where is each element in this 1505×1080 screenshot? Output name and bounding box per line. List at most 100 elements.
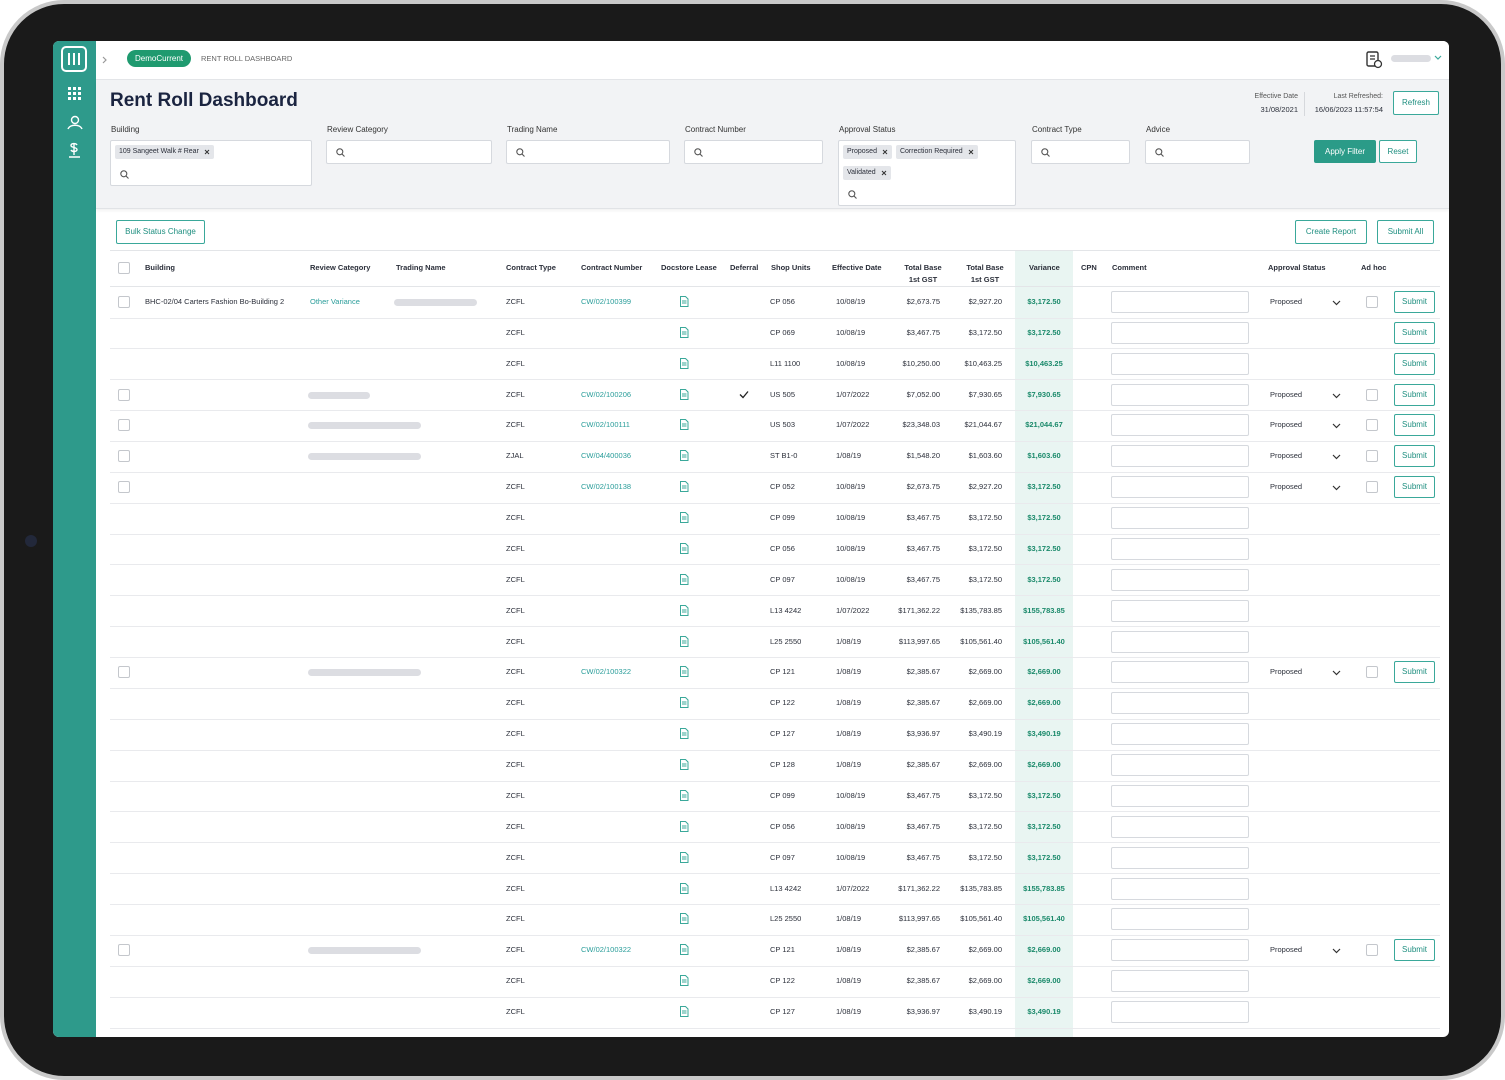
comment-input[interactable] [1111,383,1249,406]
status-chevron[interactable] [1332,392,1341,398]
contract-number[interactable]: CW/02/100138 [581,482,632,492]
status-chevron[interactable] [1332,484,1341,491]
row-checkbox[interactable] [118,481,130,494]
docstore-icon[interactable] [679,388,689,400]
comment-input[interactable] [1111,1001,1249,1023]
adhoc-checkbox[interactable] [1366,944,1378,957]
user-menu-chevron[interactable] [1434,55,1442,61]
docstore-icon[interactable] [679,450,689,462]
docstore-icon[interactable] [679,882,689,894]
docstore-icon[interactable] [679,419,689,431]
approval-status[interactable]: Proposed [1270,389,1303,399]
docstore-icon[interactable] [679,944,689,956]
submit-button[interactable]: Submit [1394,939,1435,962]
comment-input[interactable] [1111,661,1249,684]
comment-input[interactable] [1111,784,1249,807]
comment-input[interactable] [1111,877,1249,900]
status-chevron[interactable] [1332,422,1341,429]
docstore-icon[interactable] [679,1006,689,1017]
review-category[interactable]: Other Variance [310,297,360,306]
adhoc-checkbox[interactable] [1366,450,1378,463]
remove-tag-icon[interactable] [882,145,888,159]
docstore-icon[interactable] [679,820,689,832]
user-name-masked[interactable] [1391,55,1431,62]
row-checkbox[interactable] [118,388,130,401]
filter-input[interactable] [506,140,670,164]
approval-status[interactable]: Proposed [1270,420,1303,430]
contract-number[interactable]: CW/02/100111 [581,420,630,430]
row-checkbox[interactable] [118,450,130,463]
submit-button[interactable]: Submit [1394,352,1435,375]
docstore-icon[interactable] [679,604,689,616]
refresh-button[interactable]: Refresh [1393,91,1439,115]
row-checkbox[interactable] [118,666,130,679]
docstore-icon[interactable] [679,357,689,369]
person-icon[interactable] [67,115,83,130]
filter-input[interactable] [684,140,823,164]
docstore-icon[interactable] [679,635,689,647]
row-checkbox[interactable] [118,296,130,308]
status-chevron[interactable] [1332,453,1341,460]
create-report-button[interactable]: Create Report [1295,220,1367,244]
approval-status[interactable]: Proposed [1270,451,1303,461]
comment-input[interactable] [1111,815,1249,838]
finance-icon[interactable] [69,142,80,158]
contract-number[interactable]: CW/04/400036 [581,451,632,461]
comment-input[interactable] [1111,692,1249,715]
adhoc-checkbox[interactable] [1366,296,1378,308]
docstore-icon[interactable] [679,542,689,554]
filter-input[interactable] [1145,140,1250,164]
docstore-icon[interactable] [679,851,689,863]
comment-input[interactable] [1111,445,1249,468]
apply-filter-button[interactable]: Apply Filter [1314,140,1376,163]
docstore-icon[interactable] [679,913,689,925]
contract-number[interactable]: CW/02/100399 [581,297,632,306]
contract-number[interactable]: CW/02/100322 [581,945,632,955]
status-chevron[interactable] [1332,669,1341,676]
filter-tag[interactable]: Proposed [843,145,892,159]
contract-number[interactable]: CW/02/100322 [581,667,632,677]
filter-tag[interactable]: 109 Sangeet Walk # Rear [115,145,214,159]
approval-status[interactable]: Proposed [1270,667,1303,677]
contract-number[interactable]: CW/02/100206 [581,389,632,399]
expand-icon[interactable] [102,55,108,65]
row-checkbox[interactable] [118,419,130,432]
remove-tag-icon[interactable] [881,166,887,180]
comment-input[interactable] [1111,414,1249,437]
filter-tag[interactable]: Correction Required [895,145,978,159]
adhoc-checkbox[interactable] [1366,666,1378,679]
filter-input[interactable] [326,140,492,164]
docstore-icon[interactable] [679,759,689,771]
submit-button[interactable]: Submit [1394,476,1435,499]
submit-all-button[interactable]: Submit All [1377,220,1434,244]
status-chevron[interactable] [1332,299,1341,306]
reset-button[interactable]: Reset [1379,140,1417,163]
comment-input[interactable] [1111,630,1249,653]
submit-button[interactable]: Submit [1394,414,1435,437]
adhoc-checkbox[interactable] [1366,419,1378,432]
comment-input[interactable] [1111,908,1249,931]
report-icon[interactable] [1364,50,1384,70]
docstore-icon[interactable] [679,789,689,801]
grid-icon[interactable] [68,87,81,100]
docstore-icon[interactable] [679,666,689,678]
comment-input[interactable] [1111,599,1249,622]
comment-input[interactable] [1111,939,1249,962]
remove-tag-icon[interactable] [204,145,210,159]
submit-button[interactable]: Submit [1394,291,1435,313]
comment-input[interactable] [1111,970,1249,993]
adhoc-checkbox[interactable] [1366,388,1378,401]
docstore-icon[interactable] [679,512,689,524]
filter-tag[interactable]: Validated [843,166,891,180]
logo[interactable] [61,46,87,72]
docstore-icon[interactable] [679,728,689,740]
comment-input[interactable] [1111,568,1249,591]
approval-status[interactable]: Proposed [1270,482,1303,492]
workspace-badge[interactable]: DemoCurrent [127,50,192,67]
docstore-icon[interactable] [679,573,689,585]
comment-input[interactable] [1111,754,1249,777]
comment-input[interactable] [1111,321,1249,344]
submit-button[interactable]: Submit [1394,445,1435,468]
comment-input[interactable] [1111,291,1249,313]
submit-button[interactable]: Submit [1394,383,1435,406]
